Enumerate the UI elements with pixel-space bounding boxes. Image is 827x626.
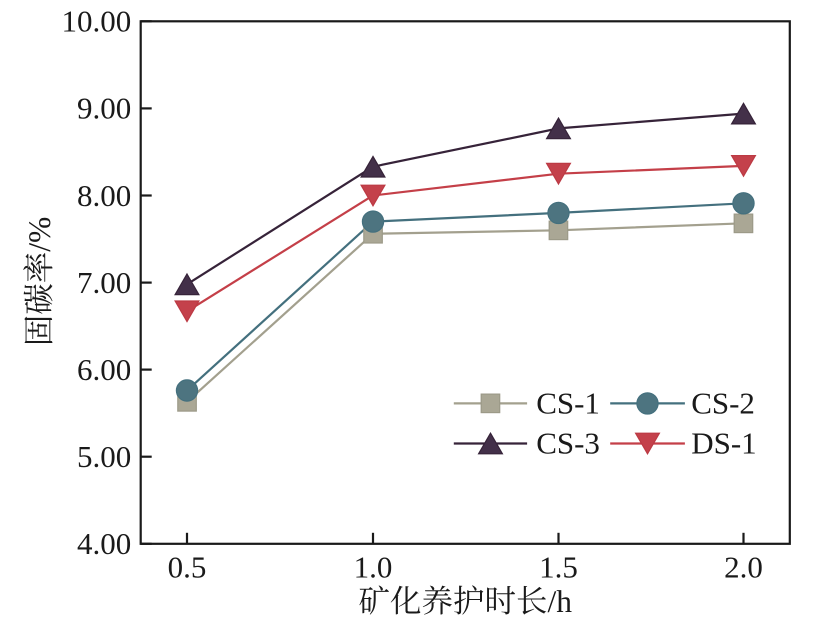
svg-text:7.00: 7.00 — [77, 265, 131, 300]
svg-text:1.0: 1.0 — [354, 550, 393, 585]
svg-text:4.00: 4.00 — [77, 526, 131, 561]
svg-text:6.00: 6.00 — [77, 352, 131, 387]
svg-text:DS-1: DS-1 — [691, 426, 756, 461]
svg-text:9.00: 9.00 — [77, 91, 131, 126]
svg-text:8.00: 8.00 — [77, 178, 131, 213]
svg-text:1.5: 1.5 — [539, 550, 578, 585]
svg-text:CS-2: CS-2 — [691, 385, 755, 420]
svg-text:2.0: 2.0 — [724, 550, 763, 585]
svg-text:CS-3: CS-3 — [536, 426, 600, 461]
svg-text:CS-1: CS-1 — [536, 385, 600, 420]
svg-text:10.00: 10.00 — [61, 4, 131, 39]
svg-text:0.5: 0.5 — [168, 550, 207, 585]
svg-text:5.00: 5.00 — [77, 439, 131, 474]
